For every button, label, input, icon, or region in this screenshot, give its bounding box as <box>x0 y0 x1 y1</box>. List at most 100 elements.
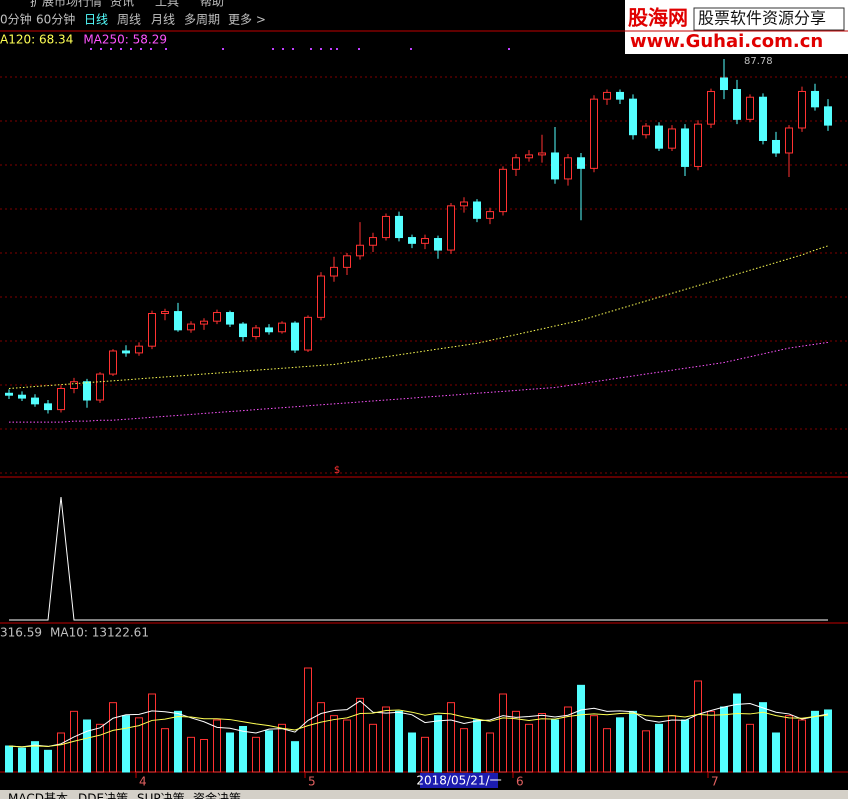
signal-dot <box>110 48 112 50</box>
ma-line <box>8 245 829 389</box>
volume-bar <box>226 732 234 773</box>
candle-body <box>382 215 390 239</box>
tab[interactable]: DDE决策 <box>78 792 128 799</box>
volume-bar <box>200 739 208 773</box>
legend-label: MA250: 58.29 <box>83 33 167 47</box>
candle-body <box>57 387 65 411</box>
candle-body <box>239 323 247 338</box>
tab[interactable]: SUP决策 <box>137 792 185 799</box>
volume-bar <box>187 736 195 773</box>
signal-dot <box>100 48 102 50</box>
volume-bar <box>616 717 624 773</box>
volume-ma-line <box>8 700 829 748</box>
candle-body <box>226 312 234 325</box>
candle-body <box>83 381 91 401</box>
candle-body <box>395 215 403 239</box>
signal-dot <box>292 48 294 50</box>
candle-body <box>824 106 832 126</box>
volume-bar <box>473 719 481 773</box>
volume-bar <box>694 680 702 773</box>
candle-body <box>408 237 416 244</box>
volume-bar <box>239 726 247 773</box>
candle-body <box>265 327 273 333</box>
candle-body <box>421 238 429 244</box>
candle-body <box>161 311 169 314</box>
candle-body <box>798 90 806 129</box>
toolbar-item: 0分钟 <box>0 12 32 27</box>
candle-body <box>70 381 78 389</box>
tab[interactable]: 资金决策 <box>193 791 241 799</box>
cursor-box <box>420 773 498 788</box>
volume-bar <box>148 693 156 773</box>
watermark-url: www.Guhai.com.cn <box>630 31 823 52</box>
volume-bar <box>369 723 377 773</box>
volume-bar <box>564 706 572 773</box>
candle-body <box>499 168 507 213</box>
toolbar-item: 月线 <box>151 13 175 27</box>
candle-body <box>18 394 26 399</box>
candle-body <box>31 397 39 405</box>
volume-bar <box>642 730 650 773</box>
candle-body <box>317 275 325 318</box>
volume-bar <box>733 693 741 773</box>
volume-bar <box>343 719 351 773</box>
legend-label: A120: 68.34 <box>0 33 73 47</box>
volume-bar <box>408 732 416 773</box>
toolbar-item: 多周期 <box>184 13 220 27</box>
watermark-logo: 股海网 <box>628 6 688 30</box>
volume-bar <box>499 693 507 773</box>
toolbar-item: 周线 <box>117 13 141 27</box>
watermark-box <box>625 0 848 54</box>
cursor-label: 2018/05/21/一 <box>416 774 501 788</box>
volume-ma-line <box>8 709 829 748</box>
signal-dot <box>282 48 284 50</box>
volume-bar <box>356 697 364 773</box>
volume-bar <box>135 717 143 773</box>
candle-body <box>330 266 338 277</box>
candle-body <box>759 96 767 141</box>
volume-bar <box>161 728 169 773</box>
volume-bar <box>681 719 689 773</box>
x-tick-label: 5 <box>308 775 316 789</box>
signal-dot <box>310 48 312 50</box>
tab[interactable]: MACD基本 <box>8 792 68 799</box>
volume-bar <box>447 702 455 773</box>
candle-body <box>148 312 156 347</box>
volume-label: 316.59 <box>0 626 42 640</box>
volume-bar <box>512 710 520 773</box>
volume-bar <box>668 715 676 773</box>
candle-body <box>304 316 312 351</box>
volume-bar <box>720 706 728 773</box>
candle-body <box>460 201 468 207</box>
signal-dot <box>358 48 360 50</box>
toolbar-item: 日线 <box>84 13 108 27</box>
candle-body <box>5 392 13 396</box>
toolbar-item: 60分钟 <box>36 12 75 27</box>
volume-bar <box>291 741 299 773</box>
volume-bar <box>213 719 221 773</box>
watermark-slogan: 股票软件资源分享 <box>698 9 826 28</box>
volume-bar <box>109 702 117 773</box>
candle-body <box>590 98 598 169</box>
candle-body <box>447 205 455 251</box>
volume-bar <box>577 684 585 773</box>
candle-body <box>96 373 104 401</box>
indicator-line <box>9 496 828 621</box>
volume-bar <box>265 730 273 773</box>
candle-body <box>252 327 260 338</box>
candle-body <box>772 139 780 154</box>
candle-body <box>486 211 494 219</box>
volume-bar <box>486 732 494 773</box>
volume-bar <box>824 709 832 773</box>
candle-body <box>473 201 481 219</box>
candle-body <box>655 125 663 149</box>
candle-body <box>200 320 208 325</box>
candle-body <box>291 322 299 351</box>
candle-body <box>434 238 442 251</box>
volume-bar <box>395 710 403 773</box>
volume-bar <box>629 710 637 773</box>
volume-bar <box>785 715 793 773</box>
volume-bar <box>460 728 468 773</box>
